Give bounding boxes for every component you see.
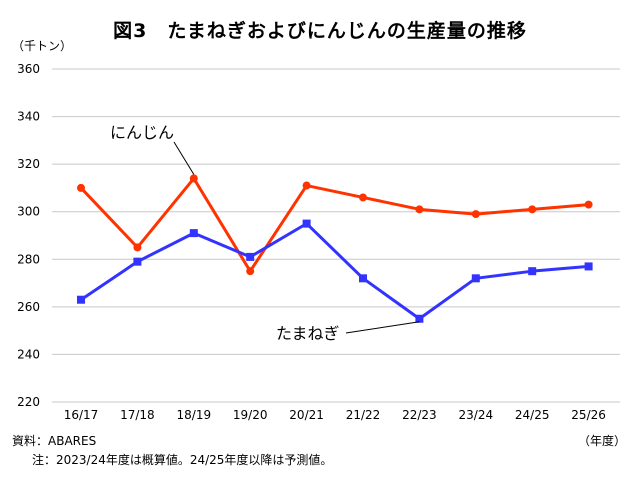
- data-point: [584, 262, 593, 271]
- data-point: [528, 267, 537, 276]
- data-point: [415, 205, 424, 214]
- data-point: [302, 181, 311, 190]
- x-axis-unit: （年度）: [577, 434, 626, 448]
- y-axis-ticks: 220 240 260 280 300 320 340 360: [17, 62, 40, 409]
- data-point: [133, 257, 142, 266]
- annotation-leader: [345, 321, 420, 334]
- x-tick-label: 18/19: [177, 408, 212, 422]
- x-tick-label: 17/18: [120, 408, 155, 422]
- y-tick-label: 280: [17, 252, 40, 266]
- x-axis-ticks: 16/17 17/18 18/19 19/20 20/21 21/22 22/23 23/24…: [64, 408, 606, 422]
- data-point: [359, 274, 367, 283]
- data-point: [77, 183, 85, 192]
- x-tick-label: 16/17: [64, 408, 99, 422]
- series-line: [79, 176, 589, 273]
- annotation-leader: [173, 141, 195, 175]
- x-tick-label: 20/21: [289, 408, 324, 422]
- data-point: [246, 267, 255, 276]
- y-tick-label: 260: [17, 300, 40, 314]
- x-tick-label: 21/22: [346, 408, 381, 422]
- data-point: [471, 274, 480, 283]
- gridlines: [52, 68, 620, 403]
- y-tick-label: 240: [17, 347, 40, 361]
- data-point: [584, 200, 593, 209]
- source-note: 資料：ABARES: [12, 434, 97, 448]
- data-point: [302, 219, 311, 228]
- data-point: [189, 174, 198, 183]
- x-tick-label: 19/20: [233, 408, 268, 422]
- x-tick-label: 25/26: [571, 408, 606, 422]
- y-tick-label: 320: [17, 157, 40, 171]
- x-tick-label: 22/23: [402, 408, 437, 422]
- data-point: [415, 314, 424, 323]
- series-onion: [77, 219, 593, 323]
- footnote: 注：2023/24年度は概算値。24/25年度以降は予測値。: [32, 453, 333, 467]
- annotation-carrot: にんじん: [110, 123, 174, 142]
- y-tick-label: 220: [17, 395, 40, 409]
- data-point: [77, 295, 85, 304]
- data-point: [189, 229, 198, 238]
- y-tick-label: 360: [17, 62, 40, 76]
- data-point: [133, 243, 142, 252]
- series: [77, 174, 593, 323]
- data-point: [528, 205, 537, 214]
- annotation-onion: たまねぎ: [276, 324, 340, 343]
- chart-title: 図3 たまねぎおよびにんじんの生産量の推移: [113, 20, 527, 42]
- data-point: [359, 193, 367, 202]
- x-tick-label: 23/24: [459, 408, 494, 422]
- series-line: [80, 222, 589, 321]
- y-axis-unit: （千トン）: [12, 39, 73, 53]
- y-tick-label: 340: [17, 110, 40, 124]
- data-point: [471, 210, 480, 219]
- x-tick-label: 24/25: [515, 408, 550, 422]
- data-point: [246, 252, 255, 261]
- series-carrot: [77, 174, 593, 276]
- y-tick-label: 300: [17, 205, 40, 219]
